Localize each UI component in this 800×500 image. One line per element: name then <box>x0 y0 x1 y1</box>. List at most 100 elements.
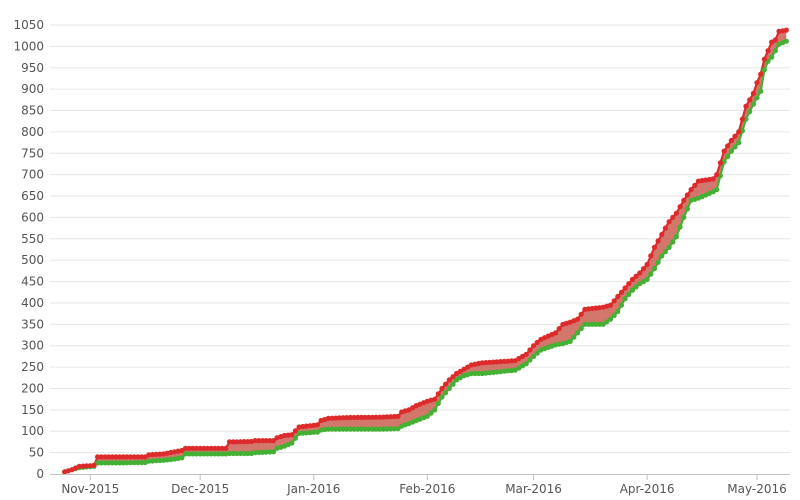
data-point-upper <box>241 439 247 445</box>
axes: 0 50 100 150 200 250 300 350 400 450 500 550 600 650 7… <box>13 18 790 496</box>
data-point-upper <box>234 439 240 445</box>
data-point-lower <box>607 316 614 322</box>
data-point-upper <box>758 71 764 77</box>
data-point-lower <box>377 426 383 432</box>
data-point-upper <box>289 432 295 438</box>
data-point-upper <box>611 298 617 304</box>
data-point-upper <box>256 438 262 444</box>
data-point-lower <box>98 460 104 466</box>
data-point-upper <box>84 463 90 469</box>
data-point-upper <box>219 445 225 451</box>
data-point-upper <box>681 197 687 203</box>
y-tick-label: 750 <box>21 146 44 160</box>
data-point-lower <box>139 459 145 466</box>
data-point-lower <box>190 451 196 457</box>
data-point-lower <box>435 400 441 406</box>
data-point-upper <box>395 413 401 419</box>
data-point-upper <box>721 148 727 154</box>
data-point-upper <box>270 438 277 444</box>
data-point-upper <box>578 311 584 317</box>
data-point-lower <box>673 234 680 240</box>
data-point-lower <box>128 460 134 466</box>
data-point-upper <box>215 445 222 451</box>
data-point-upper <box>552 330 559 336</box>
data-point-upper <box>208 445 214 451</box>
data-point-upper <box>245 439 251 445</box>
y-tick-label: 250 <box>21 360 44 374</box>
y-tick-label: 1050 <box>13 18 44 32</box>
data-point-upper <box>443 381 449 387</box>
data-point-lower <box>252 450 258 456</box>
data-point-lower <box>215 451 222 457</box>
data-point-lower <box>604 319 610 325</box>
data-point-upper <box>117 454 123 460</box>
data-point-lower <box>578 326 584 332</box>
data-point-lower <box>626 291 632 297</box>
data-point-lower <box>714 187 720 193</box>
y-tick-label: 600 <box>21 210 44 224</box>
data-point-lower <box>747 109 753 115</box>
y-tick-label: 200 <box>21 381 44 395</box>
x-tick-label: May-2016 <box>727 482 786 496</box>
data-point-lower <box>329 426 335 432</box>
data-point-upper <box>732 133 738 139</box>
data-point-upper <box>761 56 768 62</box>
data-point-upper <box>644 261 650 268</box>
data-point-lower <box>369 426 375 432</box>
data-point-lower <box>362 426 368 432</box>
data-point-lower <box>204 451 211 457</box>
data-point-lower <box>761 67 768 73</box>
data-point-upper <box>450 374 456 380</box>
data-point-lower <box>193 451 200 457</box>
y-tick-label: 100 <box>21 424 44 438</box>
data-point-upper <box>527 347 533 353</box>
y-tick-label: 50 <box>29 446 44 460</box>
data-point-upper <box>106 454 112 460</box>
data-point-upper <box>223 445 229 451</box>
data-point-lower <box>531 353 537 359</box>
data-point-lower <box>648 271 654 277</box>
data-point-upper <box>640 266 647 272</box>
y-tick-label: 850 <box>21 104 44 118</box>
y-tick-label: 950 <box>21 61 44 75</box>
data-point-upper <box>523 351 529 357</box>
data-point-lower <box>677 224 683 230</box>
data-point-upper <box>259 438 266 444</box>
data-point-lower <box>197 451 203 457</box>
data-point-upper <box>373 414 379 420</box>
data-point-upper <box>204 445 211 451</box>
data-point-lower <box>256 449 262 455</box>
data-point-lower <box>728 148 735 154</box>
data-point-lower <box>267 449 273 455</box>
y-grid <box>50 24 790 454</box>
data-point-upper <box>362 414 368 420</box>
x-tick-label: Mar-2016 <box>505 482 562 496</box>
data-point-lower <box>589 321 595 327</box>
x-tick-label: Apr-2016 <box>620 482 675 496</box>
data-point-upper <box>124 454 130 460</box>
data-point-upper <box>659 231 665 238</box>
data-point-upper <box>314 422 320 428</box>
data-point-lower <box>388 426 394 432</box>
data-point-lower <box>182 451 189 457</box>
data-point-upper <box>325 415 331 421</box>
data-point-upper <box>739 116 746 122</box>
data-point-lower <box>743 116 749 122</box>
data-point-lower <box>593 321 599 327</box>
data-point-upper <box>717 160 724 166</box>
data-point-upper <box>772 37 778 43</box>
data-point-lower <box>325 426 331 432</box>
data-point-upper <box>446 377 452 383</box>
data-point-lower <box>212 451 218 457</box>
data-point-upper <box>193 445 200 451</box>
data-point-lower <box>611 312 617 318</box>
data-point-lower <box>106 460 112 466</box>
data-point-lower <box>655 259 661 265</box>
data-point-upper <box>626 281 632 287</box>
data-point-lower <box>373 426 379 432</box>
data-point-upper <box>494 359 500 365</box>
y-tick-label: 550 <box>21 232 44 246</box>
data-point-lower <box>208 451 214 457</box>
x-tick-label: Dec-2015 <box>171 482 229 496</box>
